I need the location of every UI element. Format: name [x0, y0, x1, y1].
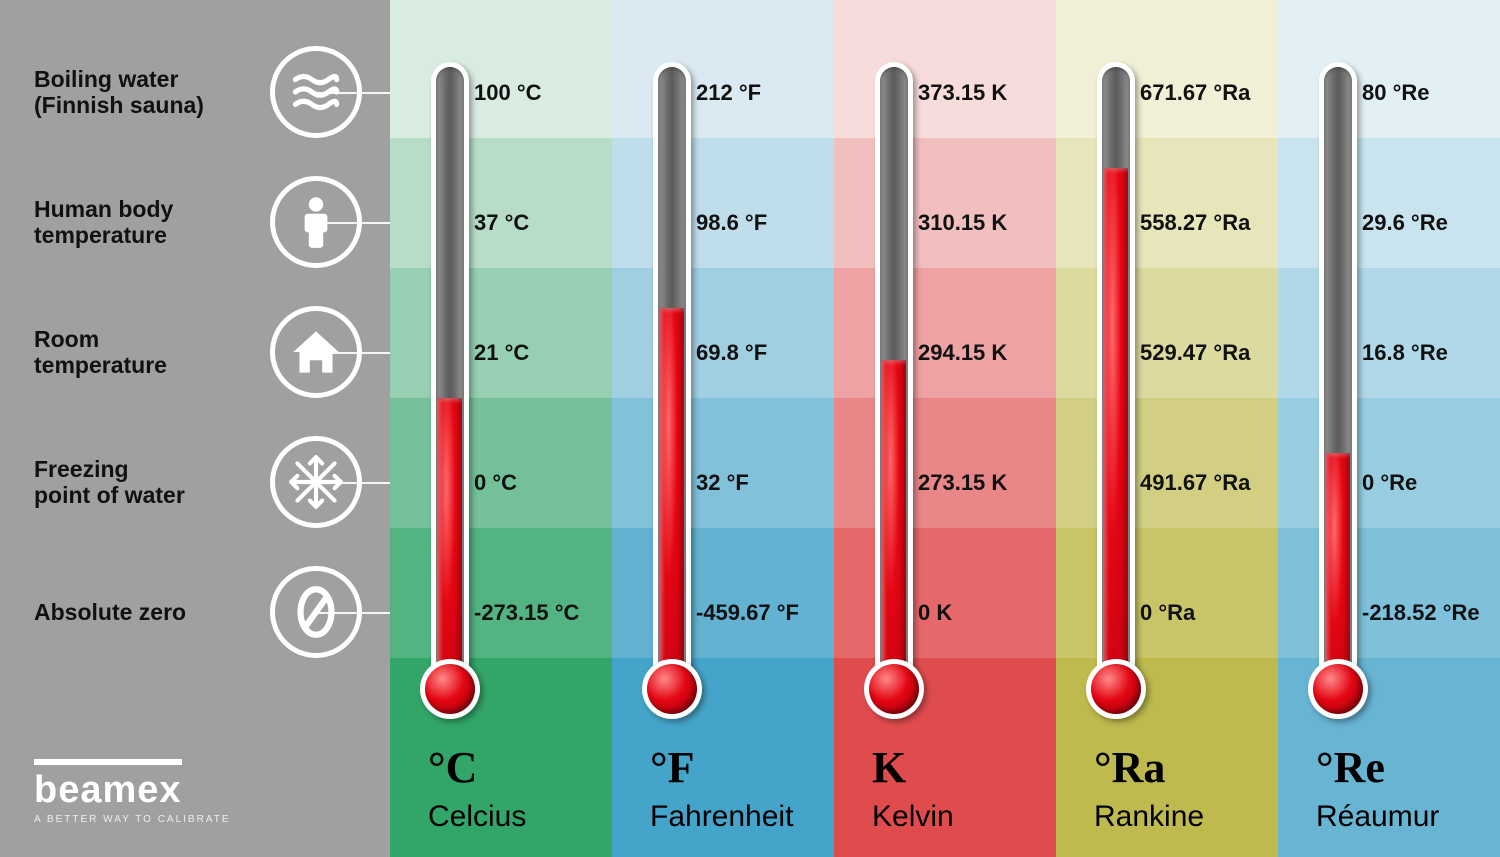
temperature-value: -459.67 °F [696, 600, 799, 626]
scale-column-celcius: 100 °C 37 °C 21 °C 0 °C -273.15 °C °C Celcius [390, 0, 612, 857]
reference-label: Human bodytemperature [0, 196, 173, 249]
temperature-value: 100 °C [474, 80, 542, 106]
brand-tagline: A BETTER WAY TO CALIBRATE [34, 814, 231, 825]
zero-icon [270, 566, 362, 658]
brand-name: beamex [34, 759, 182, 812]
temperature-value: 80 °Re [1362, 80, 1430, 106]
scale-name: Celcius [428, 800, 526, 834]
scale-symbol: °F [650, 742, 694, 793]
scale-name: Rankine [1094, 800, 1204, 834]
reference-label: Freezingpoint of water [0, 456, 185, 509]
temperature-value: 273.15 K [918, 470, 1007, 496]
mercury-fill [438, 398, 462, 699]
temperature-value: 69.8 °F [696, 340, 767, 366]
temperature-value: 16.8 °Re [1362, 340, 1448, 366]
scale-name: Fahrenheit [650, 800, 793, 834]
temperature-value: 558.27 °Ra [1140, 210, 1250, 236]
house-icon [270, 306, 362, 398]
temperature-value: 491.67 °Ra [1140, 470, 1250, 496]
waves-icon [270, 46, 362, 138]
reference-row-freezing: Freezingpoint of water [0, 436, 390, 528]
reference-label: Absolute zero [0, 599, 186, 625]
temperature-value: 373.15 K [918, 80, 1007, 106]
temperature-value: 294.15 K [918, 340, 1007, 366]
mercury-fill [660, 308, 684, 699]
temperature-value: -273.15 °C [474, 600, 579, 626]
mercury-fill [882, 360, 906, 699]
thermometer [864, 0, 924, 857]
temperature-value: 529.47 °Ra [1140, 340, 1250, 366]
scale-symbol: °C [428, 742, 477, 793]
scale-column-kelvin: 373.15 K 310.15 K 294.15 K 273.15 K 0 K K Kelv… [834, 0, 1056, 857]
mercury-fill [1104, 168, 1128, 699]
reference-label: Boiling water(Finnish sauna) [0, 66, 204, 119]
temperature-value: 0 K [918, 600, 952, 626]
reference-row-body: Human bodytemperature [0, 176, 390, 268]
reference-row-room: Roomtemperature [0, 306, 390, 398]
temperature-value: 32 °F [696, 470, 749, 496]
temperature-value: 0 °C [474, 470, 517, 496]
temperature-value: 212 °F [696, 80, 761, 106]
reference-label: Roomtemperature [0, 326, 167, 379]
temperature-value: 37 °C [474, 210, 529, 236]
thermometer [1308, 0, 1368, 857]
reference-row-boiling: Boiling water(Finnish sauna) [0, 46, 390, 138]
scale-symbol: °Re [1316, 742, 1385, 793]
scale-column-reaumur: 80 °Re 29.6 °Re 16.8 °Re 0 °Re -218.52 °Re °R… [1278, 0, 1500, 857]
thermometer [642, 0, 702, 857]
scale-symbol: °Ra [1094, 742, 1165, 793]
scale-name: Kelvin [872, 800, 954, 834]
temperature-value: 98.6 °F [696, 210, 767, 236]
thermometer [420, 0, 480, 857]
scale-column-rankine: 671.67 °Ra 558.27 °Ra 529.47 °Ra 491.67 °Ra… [1056, 0, 1278, 857]
temperature-value: 310.15 K [918, 210, 1007, 236]
scale-column-fahrenheit: 212 °F 98.6 °F 69.8 °F 32 °F -459.67 °F °F Fah… [612, 0, 834, 857]
temperature-value: 0 °Ra [1140, 600, 1195, 626]
temperature-value: 671.67 °Ra [1140, 80, 1250, 106]
scale-name: Réaumur [1316, 800, 1439, 834]
person-icon [270, 176, 362, 268]
brand-logo: beamex A BETTER WAY TO CALIBRATE [34, 759, 231, 825]
snow-icon [270, 436, 362, 528]
scale-symbol: K [872, 742, 906, 793]
thermometer [1086, 0, 1146, 857]
reference-row-abszero: Absolute zero [0, 566, 390, 658]
sidebar: Boiling water(Finnish sauna) Human bodyte… [0, 0, 390, 857]
temperature-value: -218.52 °Re [1362, 600, 1480, 626]
temperature-value: 21 °C [474, 340, 529, 366]
temperature-value: 0 °Re [1362, 470, 1417, 496]
temperature-value: 29.6 °Re [1362, 210, 1448, 236]
